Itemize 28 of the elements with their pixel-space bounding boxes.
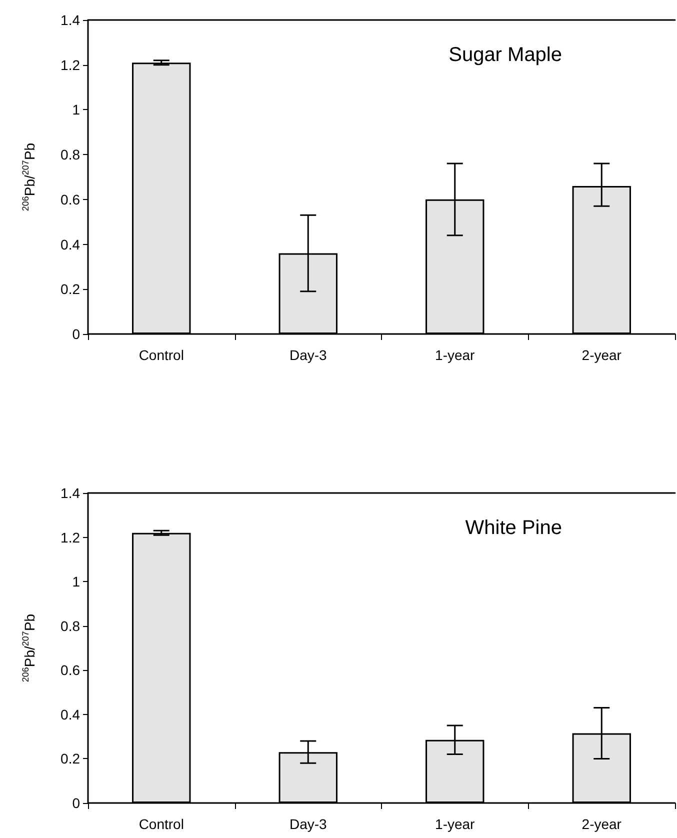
x-tick-label: 1-year: [435, 347, 476, 363]
y-tick-label: 0.4: [60, 706, 80, 722]
x-tick-label: 2-year: [582, 347, 622, 363]
y-tick-label: 1: [72, 574, 80, 590]
y-tick-label: 0.4: [60, 236, 80, 252]
x-tick-label: 2-year: [582, 816, 622, 832]
y-tick-label: 0.6: [60, 191, 80, 208]
y-tick-label: 1.4: [60, 485, 80, 501]
y-tick-label: 1: [72, 102, 80, 118]
y-tick-label: 1.4: [60, 12, 80, 28]
x-tick-label: Day-3: [289, 347, 328, 363]
y-tick-label: 0.2: [60, 750, 80, 767]
y-tick-label: 0.6: [60, 662, 80, 678]
y-axis-title: 206Pb/207Pb: [20, 142, 38, 212]
text: White Pine: [465, 517, 562, 539]
x-tick-label: Day-3: [289, 816, 328, 832]
y-tick-label: 0.8: [60, 618, 80, 634]
x-tick-label: Control: [138, 347, 184, 363]
y-tick-label: 1.2: [60, 56, 80, 73]
y-tick-label: 0: [72, 326, 80, 342]
y-tick-label: 0: [72, 795, 80, 811]
y-tick-label: 0.8: [60, 146, 80, 163]
y-tick-label: 1.2: [60, 529, 80, 546]
y-axis-title: 206Pb/207Pb: [20, 614, 38, 682]
x-tick-label: 1-year: [435, 816, 476, 832]
text: Sugar Maple: [448, 44, 562, 66]
x-tick-label: Control: [138, 816, 184, 832]
y-tick-label: 0.2: [60, 281, 80, 298]
